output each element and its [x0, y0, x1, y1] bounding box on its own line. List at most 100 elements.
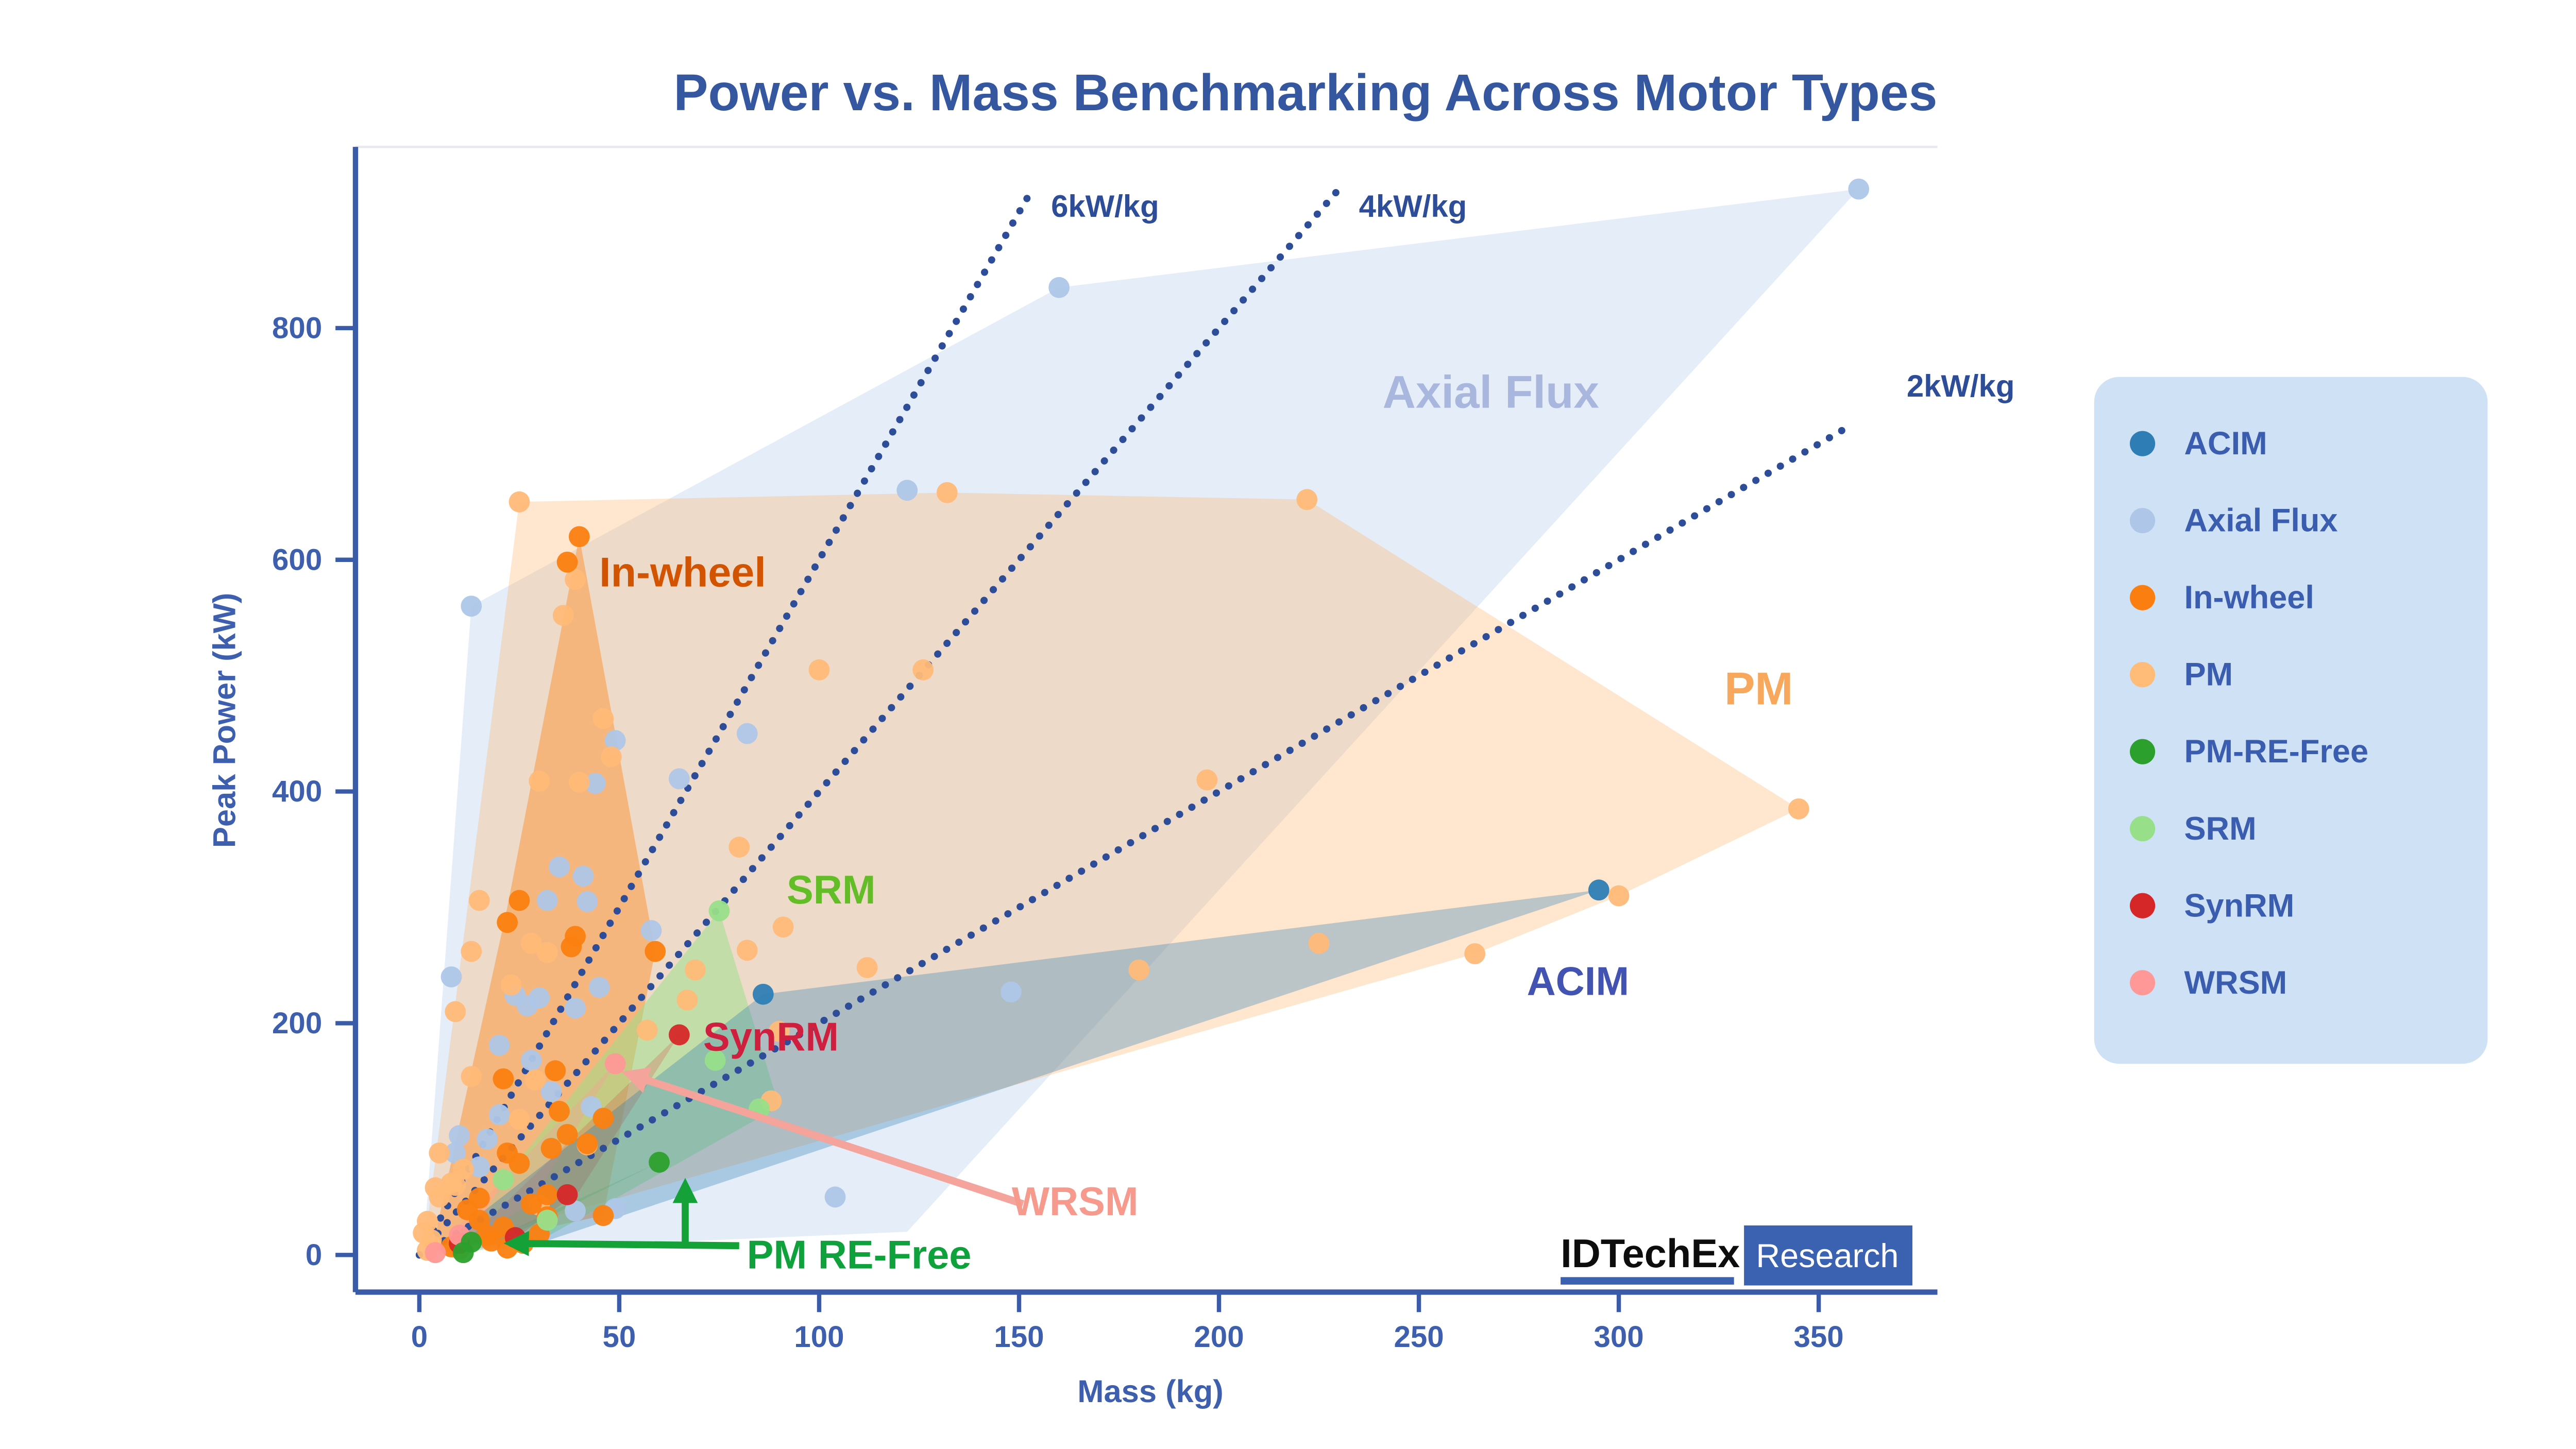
scatter-point-axial-flux: [1848, 178, 1870, 200]
scatter-point-pm: [856, 957, 878, 978]
scatter-point-pm: [1788, 798, 1809, 820]
scatter-point-axial-flux: [1001, 981, 1022, 1003]
y-tick-label: 400: [272, 775, 322, 808]
scatter-points: [413, 178, 1870, 1264]
legend-swatch-wrsm: [2129, 970, 2156, 996]
x-axis-label: Mass (kg): [1077, 1374, 1224, 1409]
scatter-point-pm: [1296, 489, 1318, 510]
scatter-point-pm: [676, 990, 698, 1011]
scatter-point-in-wheel: [536, 1184, 558, 1205]
scatter-point-axial-flux: [449, 1125, 470, 1146]
scatter-point-pm-re-free: [452, 1242, 474, 1264]
scatter-point-in-wheel: [520, 1193, 542, 1215]
x-tick-label: 250: [1394, 1320, 1444, 1354]
logo-brand-text: IDTechEx: [1561, 1232, 1740, 1276]
scatter-point-axial-flux: [488, 1104, 510, 1126]
scatter-point-pm: [808, 659, 830, 680]
scatter-point-in-wheel: [540, 1137, 562, 1159]
ref-line-label: 6kW/kg: [1051, 189, 1159, 224]
y-tick-label: 200: [272, 1007, 322, 1040]
legend: ACIM Axial Flux In-wheel PM PM-RE-Free SRM Syn…: [2094, 377, 2488, 1064]
x-tick-label: 150: [994, 1320, 1044, 1354]
idtechex-logo: IDTechEx Research: [1561, 1225, 1912, 1286]
region-label-acim: ACIM: [1527, 959, 1629, 1003]
scatter-point-axial-flux: [488, 1034, 510, 1056]
scatter-point-in-wheel: [456, 1199, 478, 1220]
scatter-point-pm: [565, 569, 586, 590]
scatter-point-pm: [461, 1066, 482, 1087]
scatter-point-pm: [1128, 959, 1150, 981]
scatter-point-pm: [440, 1172, 462, 1194]
region-label-srm: SRM: [787, 868, 876, 912]
scatter-point-axial-flux: [540, 1081, 562, 1102]
scatter-point-pm: [429, 1142, 450, 1164]
scatter-point-pm: [1464, 943, 1486, 964]
scatter-point-axial-flux: [736, 723, 758, 744]
scatter-point-axial-flux: [584, 773, 606, 794]
legend-label-pm: PM: [2184, 657, 2233, 693]
x-tick-label: 0: [411, 1320, 428, 1354]
scatter-point-axial-flux: [440, 966, 462, 987]
scatter-point-axial-flux: [477, 1128, 498, 1150]
region-label-synrm: SynRM: [703, 1015, 839, 1059]
legend-swatch-pm-re-free: [2129, 739, 2156, 764]
scatter-point-in-wheel: [556, 551, 578, 573]
scatter-point-axial-flux: [824, 1186, 846, 1208]
hull-region-pm: [423, 492, 1799, 1254]
scatter-point-pm: [468, 890, 490, 911]
chart-title: Power vs. Mass Benchmarking Across Motor…: [674, 64, 1938, 122]
scatter-point-pm: [452, 1158, 474, 1180]
scatter-point-axial-flux: [640, 920, 662, 941]
x-tick-label: 50: [603, 1320, 636, 1354]
scatter-point-pm: [936, 482, 958, 503]
y-tick-label: 800: [272, 311, 322, 345]
y-axis-label: Peak Power (kW): [207, 593, 242, 848]
scatter-point-axial-flux: [549, 856, 570, 878]
y-tick-label: 0: [306, 1238, 322, 1272]
x-tick-label: 100: [794, 1320, 844, 1354]
x-tick-label: 200: [1194, 1320, 1244, 1354]
scatter-point-axial-flux: [896, 480, 918, 501]
legend-label-srm: SRM: [2184, 811, 2256, 847]
scatter-point-in-wheel: [561, 936, 582, 958]
legend-label-pm-re-free: PM-RE-Free: [2184, 734, 2368, 770]
scatter-point-srm: [536, 1209, 558, 1231]
scatter-point-axial-flux: [588, 977, 610, 998]
legend-swatch-pm: [2129, 662, 2156, 688]
legend-swatch-axial-flux: [2129, 508, 2156, 534]
scatter-point-pm: [728, 837, 750, 858]
scatter-point-pm: [524, 1069, 546, 1091]
scatter-point-pm: [461, 941, 482, 962]
scatter-point-pm: [425, 1177, 446, 1199]
scatter-point-in-wheel: [577, 1133, 598, 1154]
hull-region-synrm: [455, 1034, 680, 1252]
scatter-point-axial-flux: [445, 1142, 466, 1164]
scatter-point-pm: [445, 1001, 466, 1022]
scatter-point-wrsm: [604, 1053, 626, 1075]
annotations: In-wheel Axial Flux PM SRM SynRM ACIM WRSM PM R…: [503, 366, 1793, 1277]
scatter-point-axial-flux: [604, 730, 626, 752]
scatter-point-acim: [752, 983, 774, 1005]
scatter-point-axial-flux: [520, 1050, 542, 1071]
y-tick-label: 600: [272, 543, 322, 576]
scatter-point-in-wheel: [497, 912, 518, 933]
ref-line-label: 2kW/kg: [1907, 369, 2015, 403]
region-label-pm-re-free: PM RE-Free: [747, 1233, 972, 1277]
hull-region-axial-flux: [423, 189, 1859, 1253]
scatter-point-axial-flux: [577, 891, 598, 912]
legend-swatch-srm: [2129, 816, 2156, 842]
scatter-point-acim: [1588, 879, 1609, 901]
legend-box: [2094, 377, 2488, 1064]
scatter-point-pm: [601, 746, 622, 768]
legend-label-in-wheel: In-wheel: [2184, 579, 2314, 616]
scatter-point-in-wheel: [592, 1205, 614, 1226]
region-label-pm: PM: [1724, 662, 1793, 714]
pm-re-free-arrow-left: [503, 1231, 739, 1256]
scatter-point-pm: [768, 1020, 790, 1042]
scatter-point-srm: [708, 900, 730, 922]
scatter-point-axial-flux: [536, 890, 558, 911]
hull-region-acim: [439, 890, 1599, 1246]
scatter-point-axial-flux: [461, 595, 482, 617]
x-tick-label: 300: [1594, 1320, 1643, 1354]
